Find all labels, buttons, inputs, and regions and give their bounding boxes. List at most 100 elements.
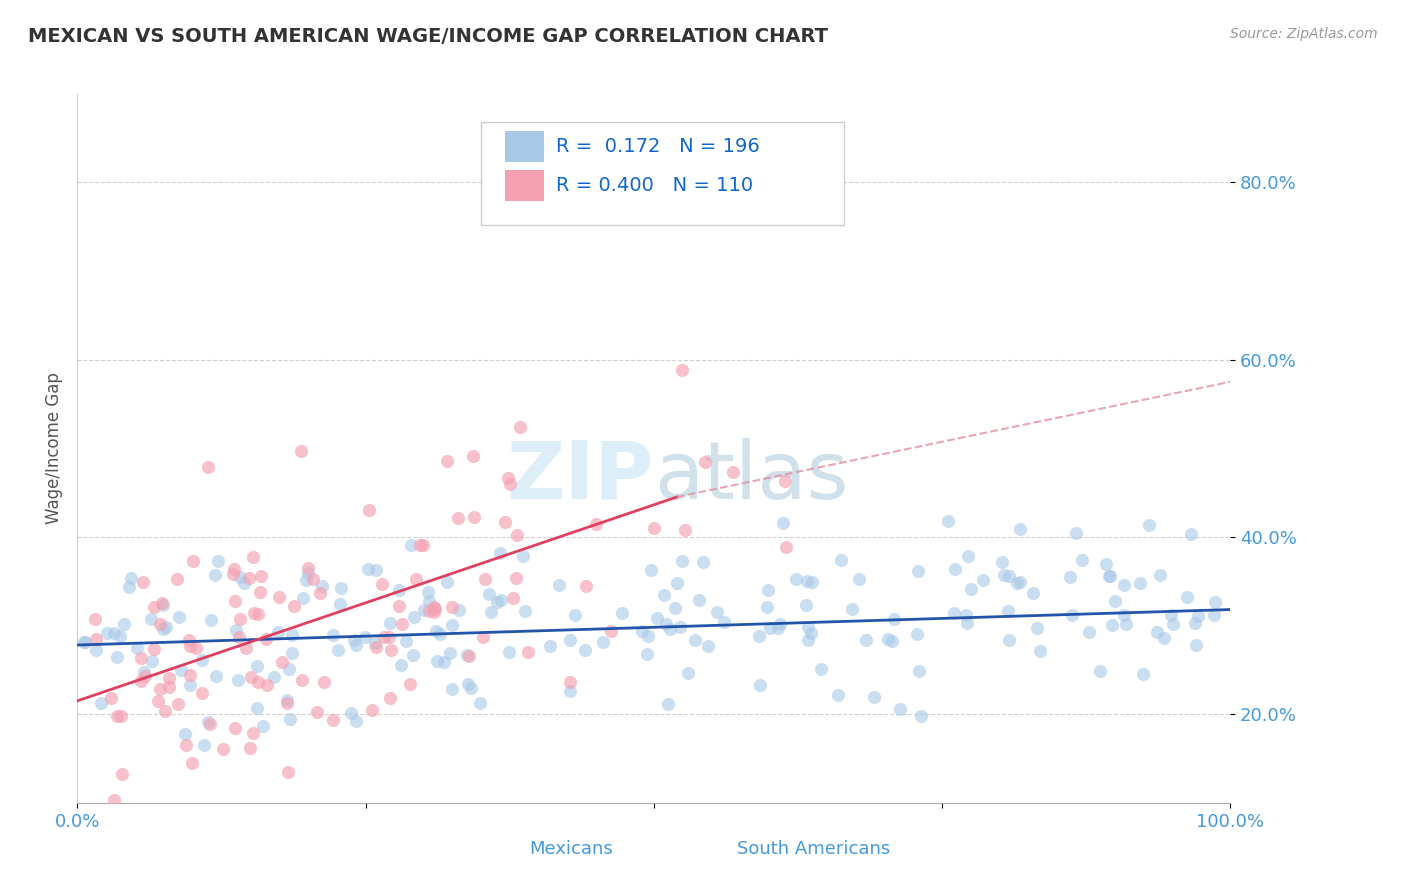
Point bbox=[1114, 608, 1136, 623]
Point bbox=[233, 576, 256, 591]
Point bbox=[141, 654, 163, 668]
Point bbox=[439, 646, 461, 660]
Point bbox=[848, 572, 870, 586]
Point bbox=[418, 604, 440, 618]
Point bbox=[111, 767, 134, 781]
Point bbox=[246, 607, 269, 622]
Text: R = 0.400   N = 110: R = 0.400 N = 110 bbox=[555, 177, 754, 195]
Point bbox=[1149, 568, 1171, 582]
Point bbox=[256, 677, 278, 691]
Point bbox=[1077, 625, 1099, 640]
Point bbox=[1115, 617, 1137, 632]
Point bbox=[389, 657, 412, 672]
Point bbox=[910, 709, 932, 723]
Point bbox=[517, 645, 540, 659]
Point bbox=[1071, 552, 1094, 566]
Point bbox=[447, 511, 470, 525]
Point bbox=[785, 572, 807, 586]
Point bbox=[600, 624, 623, 639]
Point bbox=[387, 582, 409, 597]
Point bbox=[277, 764, 299, 779]
Point bbox=[882, 633, 904, 648]
Point bbox=[142, 641, 165, 656]
Point bbox=[228, 612, 250, 626]
Point bbox=[312, 675, 335, 690]
Point bbox=[830, 553, 852, 567]
Point bbox=[242, 725, 264, 739]
Point bbox=[592, 634, 614, 648]
Point bbox=[457, 677, 479, 691]
Point bbox=[696, 639, 718, 653]
Point bbox=[540, 639, 562, 653]
Point bbox=[574, 643, 596, 657]
Point bbox=[267, 624, 290, 639]
Point bbox=[377, 630, 399, 644]
Point bbox=[585, 516, 607, 531]
Point bbox=[139, 612, 162, 626]
Point bbox=[993, 568, 1015, 582]
Point bbox=[876, 632, 898, 646]
Point bbox=[276, 693, 298, 707]
Point bbox=[1029, 644, 1052, 658]
Point bbox=[329, 597, 352, 611]
Point bbox=[794, 599, 817, 613]
Point bbox=[292, 591, 315, 606]
Point bbox=[1064, 525, 1087, 540]
Point bbox=[311, 579, 333, 593]
Point bbox=[134, 669, 156, 683]
Point bbox=[395, 633, 418, 648]
Point bbox=[494, 516, 516, 530]
FancyBboxPatch shape bbox=[481, 122, 844, 225]
Point bbox=[378, 691, 401, 706]
Point bbox=[1184, 638, 1206, 652]
Point bbox=[436, 575, 458, 590]
Point bbox=[110, 708, 132, 723]
Point bbox=[120, 571, 142, 585]
Point bbox=[659, 622, 682, 636]
Point bbox=[179, 668, 201, 682]
Point bbox=[773, 475, 796, 489]
Point bbox=[269, 590, 291, 604]
Point bbox=[308, 586, 330, 600]
Point bbox=[169, 610, 191, 624]
Point bbox=[198, 716, 221, 731]
Point bbox=[1101, 618, 1123, 632]
Point bbox=[441, 617, 464, 632]
Point bbox=[200, 613, 222, 627]
Point bbox=[409, 538, 432, 552]
Point bbox=[193, 739, 215, 753]
Point bbox=[478, 587, 501, 601]
Point bbox=[759, 621, 782, 635]
Point bbox=[997, 604, 1019, 618]
FancyBboxPatch shape bbox=[505, 170, 544, 202]
Point bbox=[1059, 570, 1081, 584]
Point bbox=[1146, 624, 1168, 639]
Point bbox=[512, 549, 534, 563]
Point bbox=[242, 549, 264, 564]
Point bbox=[447, 603, 470, 617]
Point bbox=[356, 562, 378, 576]
Point bbox=[305, 705, 328, 719]
Y-axis label: Wage/Income Gap: Wage/Income Gap bbox=[45, 372, 63, 524]
Point bbox=[1008, 575, 1031, 590]
Point bbox=[1137, 517, 1160, 532]
FancyBboxPatch shape bbox=[505, 131, 544, 162]
Point bbox=[558, 684, 581, 698]
Point bbox=[713, 615, 735, 629]
Point bbox=[152, 622, 174, 636]
Point bbox=[630, 624, 652, 638]
Point bbox=[755, 599, 778, 614]
Point bbox=[186, 640, 208, 655]
Point bbox=[1010, 522, 1032, 536]
Point bbox=[423, 600, 446, 615]
Point bbox=[197, 460, 219, 475]
Point bbox=[166, 697, 188, 711]
Point bbox=[398, 677, 420, 691]
Point bbox=[181, 554, 204, 568]
Point bbox=[254, 632, 277, 646]
Point bbox=[688, 592, 710, 607]
Point bbox=[499, 477, 522, 491]
Point bbox=[502, 591, 524, 605]
Point bbox=[357, 502, 380, 516]
Point bbox=[353, 630, 375, 644]
